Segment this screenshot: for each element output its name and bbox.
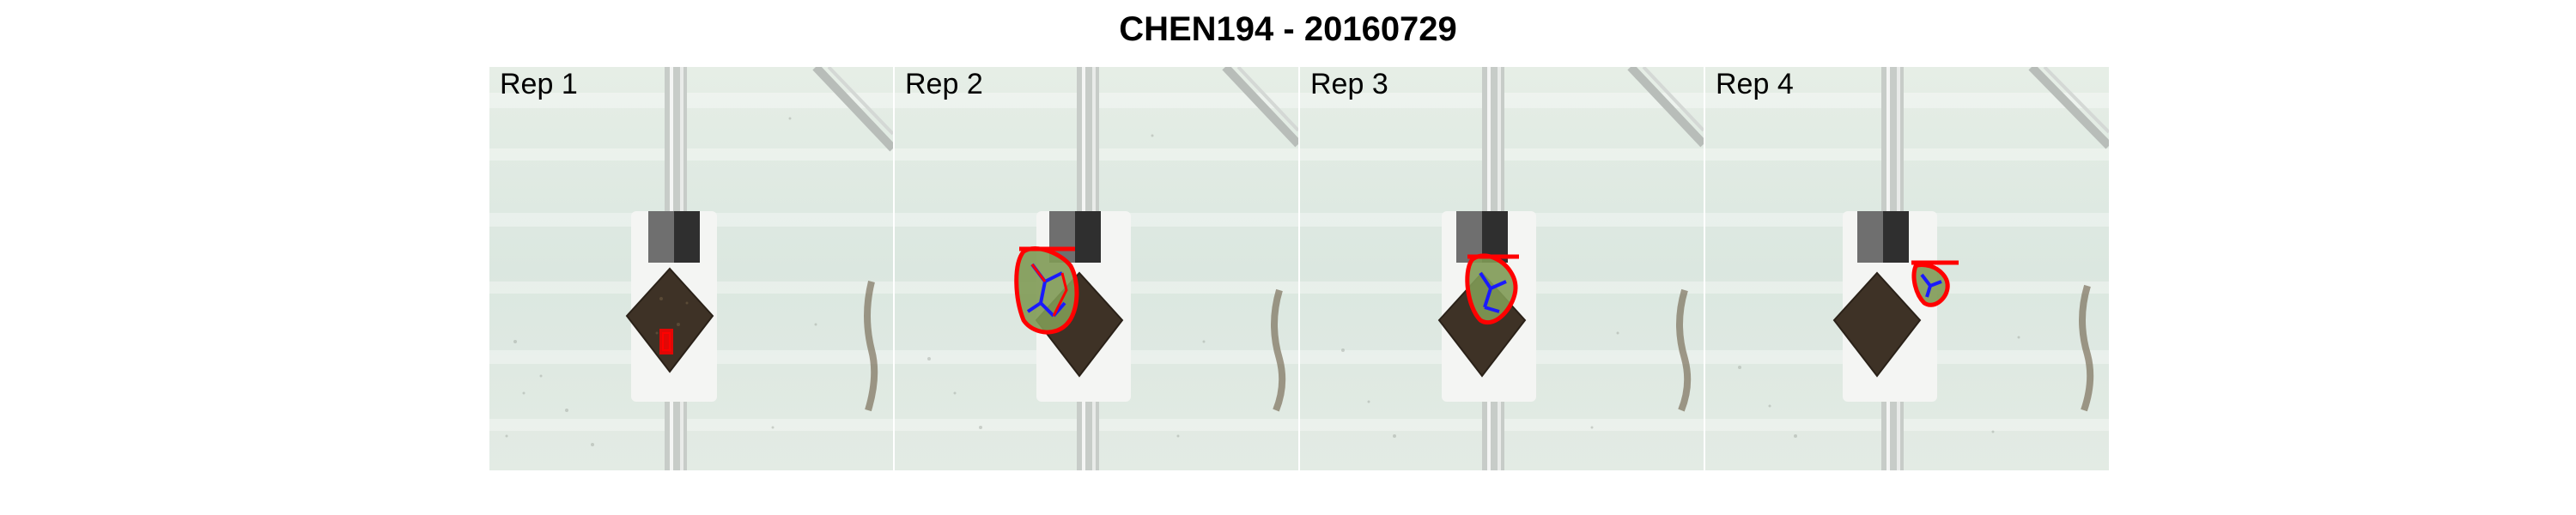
rep-label: Rep 3 — [1310, 68, 1388, 100]
greenhouse-photo — [1705, 67, 2109, 470]
rep-panel-3: Rep 3 — [1300, 67, 1704, 470]
rep-panel-4: Rep 4 — [1705, 67, 2109, 470]
rep-label: Rep 1 — [500, 68, 578, 100]
greenhouse-photo — [1300, 67, 1704, 470]
rep-panel-1: Rep 1 — [489, 67, 893, 470]
figure-title: CHEN194 - 20160729 — [1119, 10, 1457, 48]
greenhouse-photo — [489, 67, 893, 470]
rep-label: Rep 4 — [1716, 68, 1794, 100]
rep-panel-2: Rep 2 — [895, 67, 1298, 470]
greenhouse-photo — [895, 67, 1298, 470]
rep-label: Rep 2 — [905, 68, 983, 100]
